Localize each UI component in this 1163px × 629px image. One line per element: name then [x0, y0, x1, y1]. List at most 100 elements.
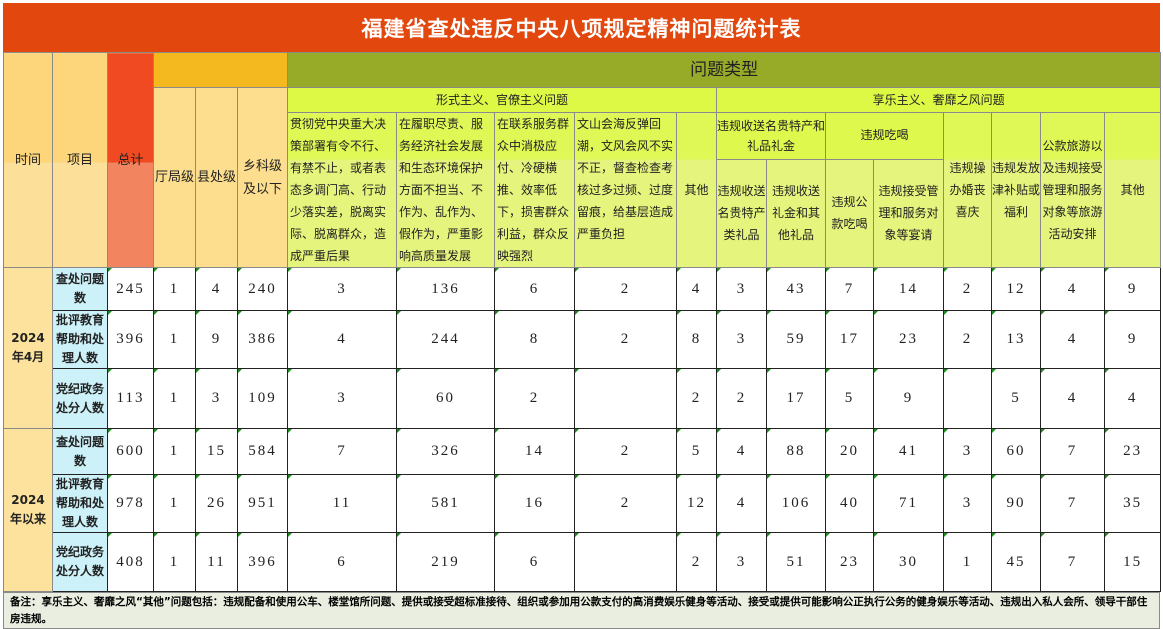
value-cell: 7 — [1040, 532, 1106, 592]
value-cell: 26 — [195, 474, 238, 533]
value-cell: 600 — [107, 428, 154, 475]
value-cell: 1 — [943, 532, 993, 592]
value-cell: 109 — [236, 368, 289, 429]
value-cell: 5 — [991, 368, 1042, 429]
value-cell: 11 — [287, 474, 398, 533]
value-cell: 396 — [236, 532, 289, 592]
value-cell: 6 — [287, 532, 398, 592]
value-cell: 23 — [825, 532, 875, 592]
value-cell: 2 — [574, 428, 678, 475]
row-item-label: 党纪政务处分人数 — [52, 368, 108, 429]
value-cell: 3 — [287, 368, 398, 429]
value-cell: 4 — [195, 267, 238, 311]
value-cell: 396 — [107, 310, 154, 369]
row-item-label: 批评教育帮助和处理人数 — [52, 310, 108, 369]
footnote: 备注：享乐主义、奢靡之风“其他”问题包括：违规配备和使用公车、楼堂馆所问题、提供… — [3, 592, 1160, 629]
value-cell: 4 — [1040, 368, 1106, 429]
value-cell: 14 — [873, 267, 945, 311]
header-group-formalism: 形式主义、官僚主义问题 — [287, 87, 718, 113]
header-hed-dining: 违规吃喝 — [825, 112, 945, 160]
value-cell: 408 — [107, 532, 154, 592]
value-cell: 9 — [873, 368, 945, 429]
header-level-ting: 厅局级 — [153, 87, 196, 268]
value-cell: 2 — [574, 267, 678, 311]
value-cell: 1 — [153, 474, 196, 533]
value-cell: 7 — [1040, 428, 1106, 475]
row-item-label: 查处问题数 — [52, 428, 108, 475]
row-item-label: 查处问题数 — [52, 267, 108, 311]
value-cell: 14 — [494, 428, 576, 475]
value-cell: 3 — [716, 310, 768, 369]
value-cell: 45 — [991, 532, 1042, 592]
value-cell: 3 — [716, 532, 768, 592]
value-cell: 3 — [287, 267, 398, 311]
value-cell: 59 — [766, 310, 827, 369]
value-cell: 13 — [991, 310, 1042, 369]
table-row: 党纪政务处分人数 408 1 11 396 6 219 6 2 3 51 23 30 1 45 7 15 — [4, 532, 1162, 592]
value-cell: 240 — [236, 267, 289, 311]
header-formalism-other: 其他 — [676, 112, 718, 268]
value-cell: 136 — [396, 267, 496, 311]
value-cell: 4 — [1040, 310, 1106, 369]
value-cell: 15 — [195, 428, 238, 475]
value-cell: 2 — [943, 310, 993, 369]
value-cell: 17 — [825, 310, 875, 369]
value-cell: 90 — [991, 474, 1042, 533]
value-cell: 41 — [873, 428, 945, 475]
header-formalism-3: 在联系服务群众中消极应付、冷硬横推、效率低下，损害群众利益，群众反映强烈 — [494, 112, 576, 268]
stats-table: 时间 项目 总计 问题类型 厅局级 县处级 乡科级及以下 形式主义、官僚主义问题… — [3, 52, 1162, 592]
table-row: 批评教育帮助和处理人数 396 1 9 386 4 244 8 2 8 3 59 17 23 2 13 4 9 — [4, 310, 1162, 369]
value-cell: 7 — [825, 267, 875, 311]
value-cell: 30 — [873, 532, 945, 592]
value-cell: 4 — [1040, 267, 1106, 311]
table-row: 批评教育帮助和处理人数 978 1 26 951 11 581 16 2 12 4 106 40 71 3 9… — [4, 474, 1162, 533]
value-cell: 4 — [716, 428, 768, 475]
value-cell: 4 — [716, 474, 768, 533]
row-item-label: 批评教育帮助和处理人数 — [52, 474, 108, 533]
value-cell: 3 — [195, 368, 238, 429]
value-cell: 1 — [153, 310, 196, 369]
period-label: 2024年以来 — [3, 428, 53, 592]
header-total: 总计 — [107, 52, 154, 268]
header-level-xiang: 乡科级及以下 — [236, 87, 289, 268]
value-cell: 581 — [396, 474, 496, 533]
value-cell: 7 — [287, 428, 398, 475]
value-cell: 11 — [195, 532, 238, 592]
value-cell: 23 — [873, 310, 945, 369]
value-cell: 2 — [943, 267, 993, 311]
value-cell: 16 — [494, 474, 576, 533]
value-cell: 2 — [716, 368, 768, 429]
header-problem-type: 问题类型 — [287, 52, 1162, 88]
value-cell: 3 — [716, 267, 768, 311]
header-group-hedonism: 享乐主义、奢靡之风问题 — [716, 87, 1162, 113]
value-cell: 244 — [396, 310, 496, 369]
value-cell: 978 — [107, 474, 154, 533]
value-cell: 3 — [943, 474, 993, 533]
value-cell: 12 — [991, 267, 1042, 311]
header-hed-other: 其他 — [1104, 112, 1162, 268]
value-cell: 386 — [236, 310, 289, 369]
value-cell: 245 — [107, 267, 154, 311]
value-cell: 584 — [236, 428, 289, 475]
sheet-title: 福建省查处违反中央八项规定精神问题统计表 — [3, 3, 1160, 52]
value-cell: 1 — [153, 267, 196, 311]
value-cell: 60 — [396, 368, 496, 429]
row-item-label: 党纪政务处分人数 — [52, 532, 108, 592]
value-cell: 8 — [494, 310, 576, 369]
header-item: 项目 — [52, 52, 108, 268]
value-cell: 106 — [766, 474, 827, 533]
value-cell: 2 — [494, 368, 576, 429]
value-cell: 1 — [153, 428, 196, 475]
header-hed-dining-banquet: 违规接受管理和服务对象等宴请 — [873, 158, 945, 269]
header-hed-weddings: 违规操办婚丧喜庆 — [943, 112, 993, 268]
stats-sheet: 福建省查处违反中央八项规定精神问题统计表 时间 项目 总计 问题类型 厅局级 县… — [3, 3, 1162, 629]
header-hed-dining-public: 违规公款吃喝 — [825, 158, 875, 269]
value-cell: 17 — [766, 368, 827, 429]
table-row: 2024年4月 查处问题数 245 1 4 240 3 136 6 2 4 3 43 7 14 2 12 4 9 — [3, 267, 1162, 429]
value-cell — [574, 368, 678, 429]
header-hed-gifts-specialty: 违规收送名贵特产类礼品 — [716, 158, 768, 269]
value-cell: 113 — [107, 368, 154, 429]
value-cell: 4 — [287, 310, 398, 369]
value-cell: 2 — [574, 474, 678, 533]
value-cell: 51 — [766, 532, 827, 592]
